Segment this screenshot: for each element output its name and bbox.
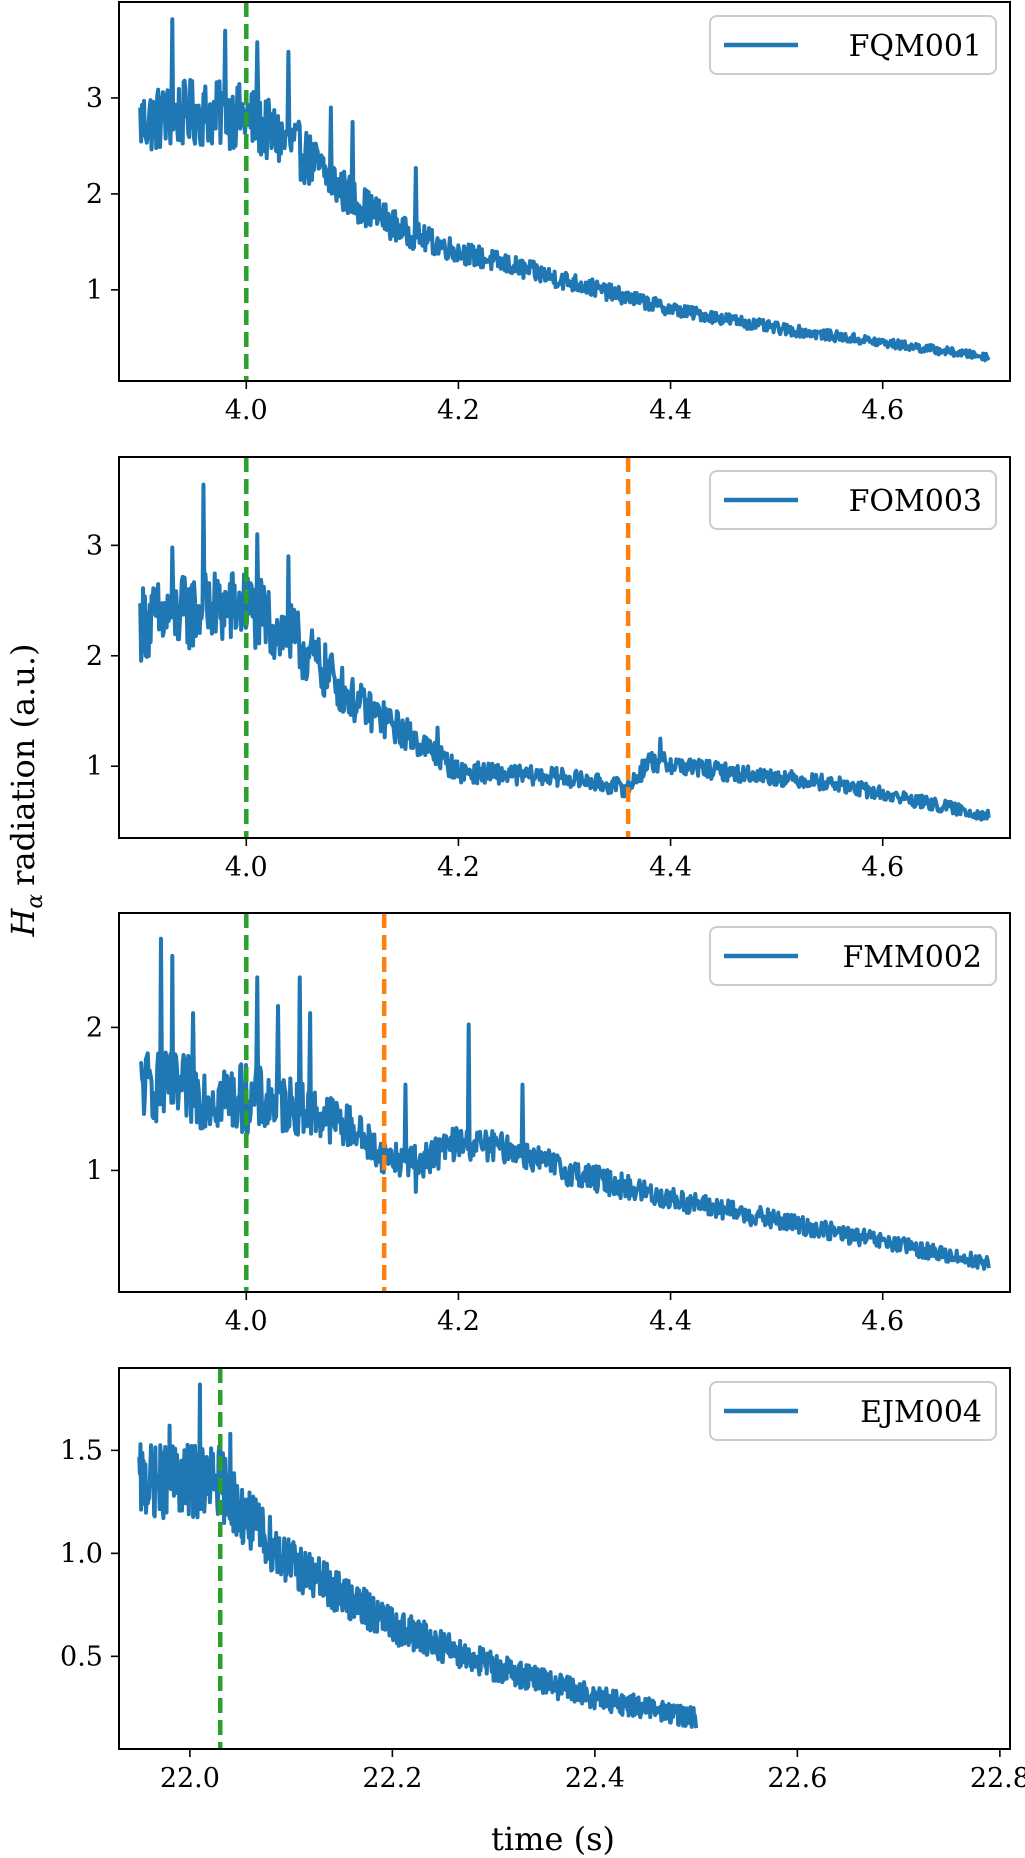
x-axis-title: time (s) <box>491 1820 615 1858</box>
series-line-EJM004 <box>137 1382 699 1729</box>
subplot-2: 4.0 4.2 4.4 4.6 1 2 3 FOM003 <box>86 456 1011 883</box>
legend-box <box>709 15 997 75</box>
y-tick-label: 0.5 <box>60 1641 103 1672</box>
x-tick-label: 4.0 <box>225 852 268 883</box>
legend-box <box>709 1381 997 1441</box>
series-line-FQM001 <box>138 17 991 363</box>
legend-label: FOM003 <box>849 484 982 519</box>
x-tick-label: 4.2 <box>437 395 480 426</box>
subplots-container: 4.0 4.2 4.4 4.6 1 2 3 FQM001 4.0 4.2 4.4 4.6 1 2 3 FOM0… <box>60 1 1025 1794</box>
y-tick-label: 2 <box>86 641 103 672</box>
y-axis-title: Hα radiation (a.u.) <box>4 643 48 937</box>
x-tick-label: 4.4 <box>649 852 692 883</box>
series-FOM003 <box>138 482 991 822</box>
x-tick-label: 22.2 <box>362 1763 422 1794</box>
x-tick-label: 4.4 <box>649 395 692 426</box>
series-FQM001 <box>138 17 991 363</box>
y-tick-label: 1.0 <box>60 1538 103 1569</box>
plot-frame <box>118 912 1011 1293</box>
legend-label: EJM004 <box>860 1395 982 1430</box>
series-EJM004 <box>137 1382 699 1729</box>
x-tick-label: 22.4 <box>565 1763 625 1794</box>
legend-label: FQM001 <box>849 29 982 64</box>
y-tick-label: 2 <box>86 179 103 210</box>
x-tick-label: 22.6 <box>767 1763 827 1794</box>
x-tick-label: 22.0 <box>160 1763 220 1794</box>
plot-frame <box>118 1 1011 382</box>
x-tick-label: 4.2 <box>437 1306 480 1337</box>
series-FMM002 <box>138 936 991 1271</box>
y-axis-title-subscript: α <box>23 894 48 909</box>
x-tick-label: 4.4 <box>649 1306 692 1337</box>
y-tick-label: 1.5 <box>60 1435 103 1466</box>
legend: FMM002 <box>709 926 997 986</box>
legend-label: FMM002 <box>842 940 982 975</box>
y-tick-label: 1 <box>86 751 103 782</box>
subplot-3: 4.0 4.2 4.4 4.6 1 2 FMM002 <box>86 912 1011 1337</box>
plot-frame <box>118 456 1011 839</box>
y-tick-label: 1 <box>86 1155 103 1186</box>
legend: FOM003 <box>709 470 997 530</box>
series-line-FMM002 <box>138 936 991 1271</box>
x-tick-label: 4.6 <box>861 395 904 426</box>
y-axis-title-symbol: H <box>4 908 42 938</box>
legend: EJM004 <box>709 1381 997 1441</box>
y-tick-label: 2 <box>86 1012 103 1043</box>
x-tick-label: 4.0 <box>225 395 268 426</box>
y-tick-label: 1 <box>86 275 103 306</box>
subplot-1: 4.0 4.2 4.4 4.6 1 2 3 FQM001 <box>86 1 1011 426</box>
x-tick-label: 4.6 <box>861 852 904 883</box>
legend-box <box>709 926 997 986</box>
x-tick-label: 4.2 <box>437 852 480 883</box>
x-tick-label: 4.6 <box>861 1306 904 1337</box>
legend-box <box>709 470 997 530</box>
y-tick-label: 3 <box>86 83 103 114</box>
series-line-FOM003 <box>138 482 991 822</box>
x-tick-label: 4.0 <box>225 1306 268 1337</box>
plot-frame <box>118 1367 1011 1750</box>
y-tick-label: 3 <box>86 530 103 561</box>
subplot-4: 22.0 22.2 22.4 22.6 22.8 0.5 1.0 1.5 EJM004 <box>60 1367 1025 1794</box>
y-axis-title-text: radiation (a.u.) <box>4 643 42 885</box>
x-tick-label: 22.8 <box>970 1763 1025 1794</box>
legend: FQM001 <box>709 15 997 75</box>
